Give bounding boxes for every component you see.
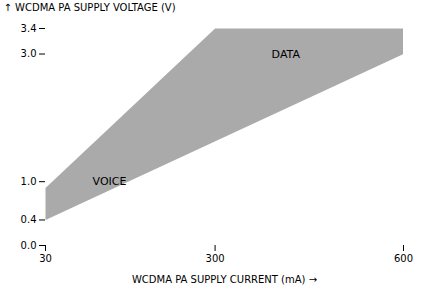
svg-text:30: 30 — [39, 253, 52, 264]
svg-text:0.4: 0.4 — [21, 214, 37, 225]
svg-text:300: 300 — [206, 253, 225, 264]
svg-text:3.4: 3.4 — [21, 23, 37, 34]
svg-text:1.0: 1.0 — [21, 176, 37, 187]
svg-text:0.0: 0.0 — [21, 240, 37, 251]
svg-text:600: 600 — [394, 253, 413, 264]
svg-text:WCDMA PA SUPPLY CURRENT (mA) →: WCDMA PA SUPPLY CURRENT (mA) → — [132, 274, 317, 285]
svg-text:DATA: DATA — [272, 48, 301, 61]
svg-text:VOICE: VOICE — [93, 175, 127, 188]
svg-text:3.0: 3.0 — [21, 48, 37, 59]
svg-text:↑ WCDMA PA SUPPLY VOLTAGE (V): ↑ WCDMA PA SUPPLY VOLTAGE (V) — [4, 2, 176, 13]
